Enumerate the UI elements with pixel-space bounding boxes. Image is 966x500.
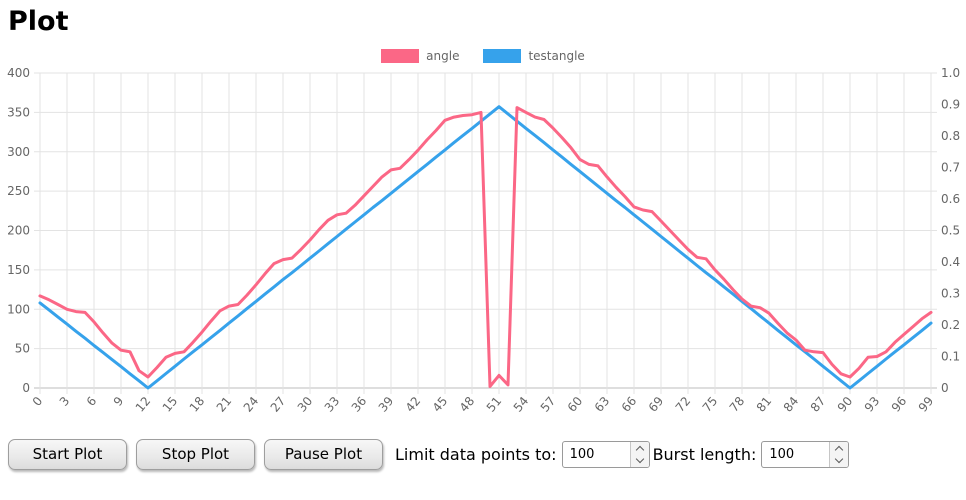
x-tick-label: 33 [322,394,343,415]
y-right-tick-label: 0.4 [941,255,960,269]
x-tick-label: 39 [376,394,397,415]
x-tick-label: 42 [403,394,424,415]
spinner-down-icon[interactable] [835,454,844,463]
x-tick-label: 90 [835,394,856,415]
pause-plot-button[interactable]: Pause Plot [264,438,383,470]
limit-data-points-label: Limit data points to: [395,444,557,464]
y-right-tick-label: 1.0 [941,66,960,80]
limit-data-points-input[interactable] [562,441,630,467]
x-tick-label: 63 [592,394,613,415]
x-tick-label: 36 [349,394,370,415]
legend-label: angle [426,49,460,64]
x-tick-label: 54 [511,394,532,415]
x-tick-label: 9 [111,394,127,409]
y-right-tick-label: 0.3 [941,287,960,301]
x-tick-label: 24 [241,394,262,415]
y-right-tick-label: 0.1 [941,350,960,364]
y-right-tick-label: 0.5 [941,224,960,238]
y-left-tick-label: 350 [7,105,30,119]
x-tick-label: 93 [862,394,883,415]
start-plot-button[interactable]: Start Plot [8,438,127,470]
x-tick-label: 12 [133,394,154,415]
x-tick-label: 87 [808,394,829,415]
burst-length-label: Burst length: [652,444,757,464]
spinner-down-icon[interactable] [635,454,644,463]
series-line-testangle [38,105,933,390]
x-tick-label: 69 [646,394,667,415]
x-tick-label: 84 [781,394,802,415]
y-right-tick-label: 0.6 [941,192,960,206]
y-left-tick-label: 100 [7,302,30,316]
legend-swatch [381,49,420,64]
stop-plot-button[interactable]: Stop Plot [136,438,255,470]
legend-swatch [483,49,522,64]
y-right-tick-label: 0.8 [941,129,960,143]
x-tick-label: 51 [484,394,505,415]
x-tick-label: 60 [565,394,586,415]
y-right-tick-label: 0.9 [941,98,960,112]
spinner-up-icon[interactable] [635,445,644,454]
controls-bar: Start Plot Stop Plot Pause Plot Limit da… [8,437,966,471]
legend-item-angle[interactable]: angle [381,49,460,64]
x-tick-label: 21 [214,394,235,415]
legend-item-testangle[interactable]: testangle [483,49,585,64]
x-tick-label: 45 [430,394,451,415]
x-tick-label: 96 [889,394,910,415]
line-chart: 05010015020025030035040000.10.20.30.40.5… [7,66,960,415]
y-right-tick-label: 0.7 [941,161,960,175]
page: Plot angle testangle 0 50 100 150 200 250 300 35… [0,6,966,500]
chart-container: angle testangle 0 50 100 150 200 250 300 350 400 0… [0,49,966,437]
series-line-angle [38,106,933,388]
x-tick-label: 75 [700,394,721,415]
x-tick-label: 57 [538,394,559,415]
x-tick-label: 99 [916,394,937,415]
y-left-tick-label: 200 [7,224,30,238]
burst-spinner[interactable] [829,441,849,467]
burst-length-inputbox [761,440,850,468]
chart-legend: angle testangle [0,49,966,64]
y-left-tick-label: 150 [7,263,30,277]
spinner-up-icon[interactable] [835,445,844,454]
x-tick-label: 15 [160,394,181,415]
x-tick-label: 27 [268,394,289,415]
y-left-tick-label: 250 [7,184,30,198]
x-tick-label: 0 [30,394,46,409]
legend-label: testangle [528,49,585,64]
y-right-tick-label: 0 [941,381,949,395]
page-title: Plot [8,6,69,37]
x-tick-label: 18 [187,394,208,415]
x-tick-label: 48 [457,394,478,415]
x-tick-label: 66 [619,394,640,415]
y-left-tick-label: 0 [22,381,30,395]
y-right-tick-label: 0.2 [941,318,960,332]
x-tick-label: 3 [57,394,73,409]
x-tick-label: 78 [727,394,748,415]
y-left-tick-label: 400 [7,66,30,80]
y-left-tick-label: 300 [7,145,30,159]
limit-spinner[interactable] [629,441,649,467]
x-tick-label: 30 [295,394,316,415]
x-tick-label: 6 [84,394,100,409]
limit-data-points-inputbox [561,440,650,468]
x-tick-label: 81 [754,394,775,415]
x-tick-label: 72 [673,394,694,415]
y-left-tick-label: 50 [15,342,30,356]
burst-length-input[interactable] [762,441,830,467]
